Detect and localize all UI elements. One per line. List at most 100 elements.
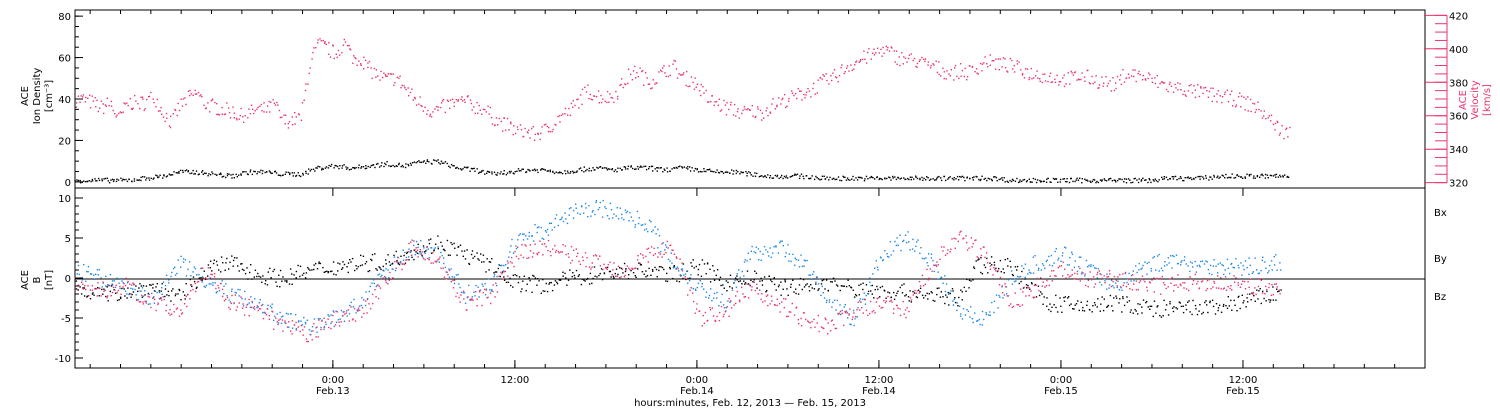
b-bx-point — [1080, 301, 1082, 303]
density-point — [431, 163, 433, 165]
density-point — [396, 165, 398, 167]
velocity-point — [1054, 78, 1056, 81]
b-by-point — [448, 276, 451, 278]
density-point — [425, 162, 427, 164]
density-point — [565, 172, 567, 175]
b-by-point — [346, 315, 348, 317]
b-by-point — [1051, 265, 1054, 267]
density-point — [321, 169, 323, 171]
b-bx-point — [510, 284, 512, 287]
density-point — [1193, 178, 1195, 180]
b-by-point — [190, 275, 192, 277]
b-bz-point — [442, 267, 444, 269]
b-by-point — [644, 223, 646, 225]
velocity-point — [831, 79, 833, 82]
b-bz-point — [129, 283, 131, 285]
velocity-point — [491, 123, 494, 125]
b-bz-point — [1097, 271, 1099, 274]
b-bz-point — [98, 287, 101, 290]
b-bx-point — [661, 266, 664, 269]
b-bz-point — [482, 291, 484, 294]
b-bx-point — [1238, 295, 1240, 298]
b-bz-point — [984, 256, 986, 259]
b-bz-point — [568, 256, 570, 258]
b-bx-point — [137, 290, 139, 293]
b-bz-point — [1260, 279, 1262, 281]
b-bx-point — [770, 279, 772, 281]
b-bx-point — [360, 254, 362, 257]
b-by-point — [551, 229, 553, 231]
b-bx-point — [755, 272, 758, 274]
b-bz-point — [599, 255, 601, 257]
b-bz-point — [966, 249, 969, 251]
velocity-point — [1020, 69, 1022, 71]
b-bx-point — [269, 267, 271, 270]
velocity-point — [460, 98, 462, 100]
b-bz-point — [1115, 279, 1118, 282]
velocity-point — [622, 86, 624, 89]
density-point — [473, 167, 475, 170]
b-by-point — [809, 274, 812, 276]
density-point — [752, 175, 754, 177]
b-bz-point — [1027, 286, 1029, 289]
b-by-point — [528, 231, 530, 234]
density-point — [662, 171, 664, 173]
b-bz-point — [1222, 288, 1225, 290]
density-point — [735, 172, 737, 175]
b-bz-point — [1224, 276, 1227, 278]
density-point — [343, 164, 345, 166]
b-bx-point — [262, 275, 264, 277]
b-by-point — [1112, 285, 1114, 287]
velocity-point — [490, 116, 493, 119]
b-by-point — [588, 205, 590, 207]
b-by-point — [1085, 259, 1088, 262]
b-bz-point — [831, 319, 833, 321]
density-point — [1179, 176, 1182, 178]
b-by-point — [1032, 272, 1035, 274]
b-bz-point — [603, 263, 605, 266]
density-point — [1022, 179, 1024, 181]
b-bz-point — [1230, 285, 1232, 287]
b-by-point — [853, 324, 855, 327]
b-bx-point — [766, 289, 768, 292]
density-point — [928, 179, 931, 181]
b-bx-point — [141, 296, 144, 298]
b-by-point — [216, 291, 218, 293]
b-by-point — [375, 285, 377, 288]
density-point — [1269, 174, 1272, 177]
b-bz-point — [352, 318, 354, 320]
velocity-point — [591, 99, 594, 101]
density-point — [407, 163, 409, 166]
b-by-point — [1192, 266, 1194, 268]
b-bz-point — [1233, 281, 1236, 283]
b-bx-point — [754, 270, 756, 272]
velocity-point — [639, 67, 641, 69]
b-bz-point — [1179, 283, 1182, 285]
b-by-point — [967, 310, 970, 313]
velocity-point — [1128, 77, 1130, 79]
b-bz-point — [657, 256, 659, 258]
b-bz-point — [909, 297, 912, 299]
b-by-point — [606, 215, 609, 217]
velocity-point — [1036, 70, 1038, 72]
b-bx-point — [494, 271, 497, 273]
b-by-point — [1267, 272, 1269, 274]
b-by-point — [755, 252, 757, 254]
density-point — [1049, 181, 1051, 183]
velocity-point — [1088, 82, 1091, 84]
b-by-point — [1200, 260, 1202, 263]
b-bz-point — [903, 313, 905, 315]
density-point — [1178, 177, 1180, 180]
b-bz-point — [756, 283, 758, 286]
b-by-point — [916, 241, 918, 243]
b-bz-point — [658, 252, 660, 254]
b-bz-point — [910, 299, 913, 301]
b-by-point — [1104, 280, 1106, 282]
b-by-point — [1169, 255, 1172, 257]
b-by-point — [438, 261, 440, 263]
density-point — [1150, 181, 1152, 184]
b-bz-point — [522, 256, 525, 259]
b-by-point — [720, 301, 722, 303]
b-bz-point — [769, 303, 771, 305]
b-bz-point — [869, 312, 871, 315]
